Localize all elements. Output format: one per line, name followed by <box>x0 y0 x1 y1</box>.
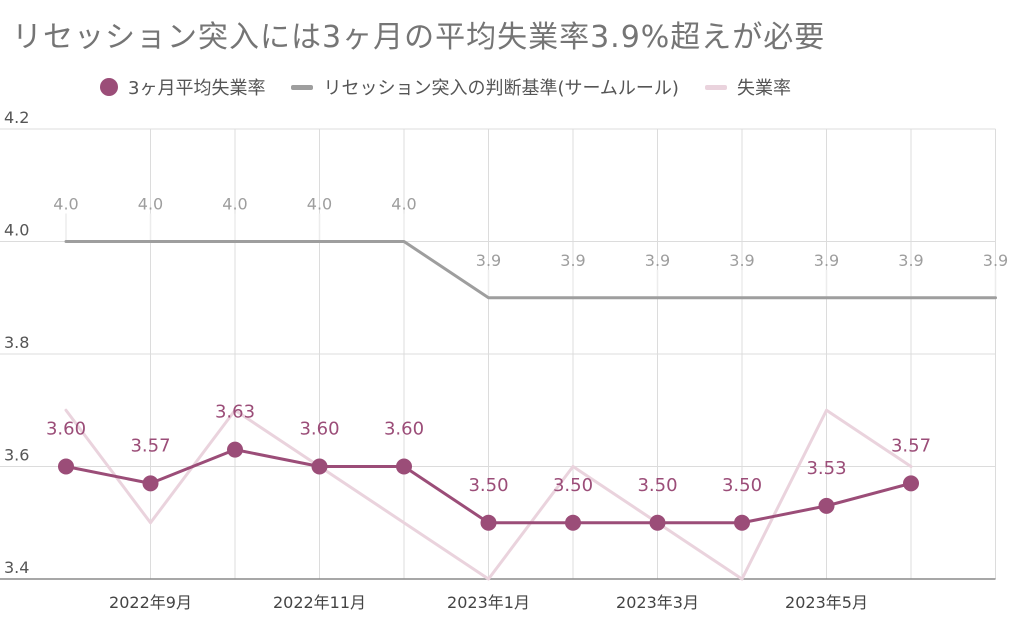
threshold-data-label: 3.9 <box>560 251 585 270</box>
avg-data-label: 3.50 <box>722 475 762 496</box>
threshold-data-label: 3.9 <box>476 251 501 270</box>
threshold-data-label: 3.9 <box>814 251 839 270</box>
avg-point <box>396 458 412 475</box>
threshold-data-label: 4.0 <box>53 195 78 214</box>
y-tick-label: 3.6 <box>4 446 29 465</box>
avg-data-label: 3.60 <box>384 419 424 440</box>
avg-data-label: 3.50 <box>553 475 593 496</box>
x-tick-label: 2022年9月 <box>109 593 192 612</box>
avg-data-label: 3.53 <box>806 458 846 479</box>
avg-data-label: 3.50 <box>637 475 677 496</box>
avg-data-label: 3.60 <box>46 419 86 440</box>
avg-data-label: 3.63 <box>215 402 255 423</box>
legend-label-avg: 3ヶ月平均失業率 <box>128 78 266 99</box>
threshold-data-label: 3.9 <box>645 251 670 270</box>
y-tick-label: 4.0 <box>4 221 29 240</box>
avg-point <box>565 514 581 531</box>
threshold-data-label: 4.0 <box>307 195 332 214</box>
legend-item-avg: 3ヶ月平均失業率 <box>100 74 265 100</box>
avg-point <box>58 458 74 475</box>
legend-item-threshold: リセッション突入の判断基準(サームルール) <box>291 74 679 100</box>
avg-point <box>734 514 750 531</box>
y-tick-label: 3.8 <box>4 333 29 352</box>
avg-point <box>903 475 919 492</box>
legend-marker-avg <box>100 78 118 96</box>
avg-point <box>818 497 835 514</box>
chart-title: リセッション突入には3ヶ月の平均失業率3.9%超えが必要 <box>12 20 826 55</box>
avg-data-label: 3.60 <box>299 419 339 440</box>
x-tick-label: 2023年5月 <box>785 593 868 612</box>
avg-point <box>480 514 497 531</box>
x-tick-label: 2023年1月 <box>447 593 530 612</box>
y-tick-label: 3.4 <box>4 558 29 577</box>
x-tick-label: 2022年11月 <box>273 593 366 612</box>
threshold-data-label: 3.9 <box>898 251 923 270</box>
threshold-data-label: 4.0 <box>391 195 416 214</box>
avg-data-label: 3.57 <box>130 435 170 456</box>
avg-point <box>142 475 159 492</box>
avg-data-label: 3.50 <box>468 475 508 496</box>
series-line-rate <box>64 408 913 581</box>
legend: 3ヶ月平均失業率 リセッション突入の判断基準(サームルール) 失業率 <box>100 72 791 102</box>
avg-point <box>311 458 328 475</box>
threshold-data-label: 4.0 <box>138 195 163 214</box>
y-tick-label: 4.2 <box>4 108 29 127</box>
avg-data-label: 3.57 <box>891 435 931 456</box>
threshold-data-label: 3.9 <box>983 251 1008 270</box>
legend-marker-threshold <box>291 84 314 90</box>
legend-item-rate: 失業率 <box>704 74 791 100</box>
threshold-data-label: 3.9 <box>729 251 754 270</box>
legend-marker-rate <box>704 84 727 90</box>
series-line-threshold <box>64 240 997 300</box>
avg-point <box>649 514 666 531</box>
x-tick-label: 2023年3月 <box>616 593 699 612</box>
legend-label-threshold: リセッション突入の判断基準(サームルール) <box>323 78 679 99</box>
avg-point <box>227 441 243 458</box>
threshold-data-label: 4.0 <box>222 195 247 214</box>
legend-label-rate: 失業率 <box>736 78 791 99</box>
